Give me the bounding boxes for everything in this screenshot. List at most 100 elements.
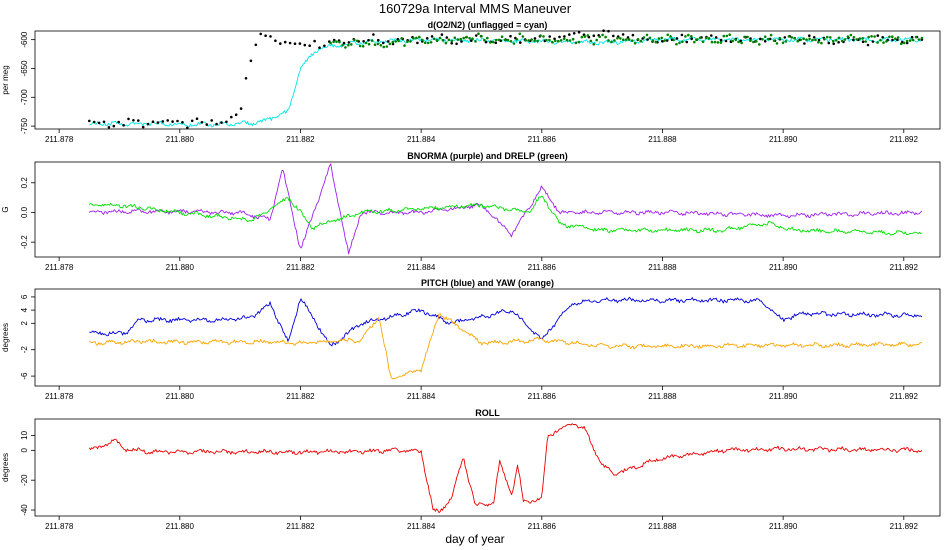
data-point (471, 37, 474, 40)
data-point (97, 121, 101, 125)
data-point (489, 41, 492, 44)
x-tick-label: 211.884 (407, 135, 436, 144)
data-point (421, 38, 424, 42)
data-point (626, 36, 630, 39)
data-point (435, 39, 439, 43)
data-point (225, 120, 228, 124)
y-tick-label: -2 (20, 346, 29, 354)
data-point (530, 38, 533, 41)
data-point (468, 36, 471, 40)
data-point (867, 35, 870, 39)
data-point (693, 40, 696, 44)
data-point (766, 37, 770, 41)
data-point (817, 38, 821, 42)
data-point (749, 37, 752, 40)
data-point (571, 37, 575, 41)
data-point (704, 36, 708, 40)
panel-frame (34, 161, 941, 258)
data-point (861, 37, 865, 40)
data-point (740, 41, 743, 45)
x-tick-label: 211.878 (45, 263, 74, 272)
data-point (820, 41, 823, 45)
data-point (627, 38, 631, 41)
data-point (450, 39, 454, 43)
data-point (636, 38, 640, 41)
data-point (695, 38, 699, 41)
data-point (512, 42, 516, 45)
data-point (397, 39, 400, 43)
data-point (701, 40, 705, 43)
data-point (562, 37, 566, 41)
data-point (861, 40, 865, 43)
x-tick-label: 211.890 (769, 392, 798, 401)
x-tick-label: 211.878 (45, 392, 74, 401)
data-point (323, 44, 326, 48)
data-point (823, 37, 826, 41)
data-point (465, 35, 468, 39)
data-point (381, 41, 385, 45)
data-point (896, 36, 900, 39)
x-tick-label: 211.890 (769, 263, 798, 272)
panel-bnorma: BNORMA (purple) and DRELP (green) G 211.87… (1, 151, 941, 272)
data-point (117, 120, 120, 124)
y-tick-label: -20 (20, 474, 29, 486)
panel-frame (34, 30, 941, 130)
data-point (834, 39, 838, 42)
data-point (536, 39, 539, 43)
data-point (353, 38, 356, 42)
data-point (533, 39, 536, 43)
data-point (480, 34, 483, 38)
x-tick-label: 211.892 (890, 522, 919, 531)
data-point (572, 32, 576, 35)
series-line-roll-0 (88, 423, 923, 514)
data-point (871, 40, 875, 43)
data-point (88, 119, 91, 123)
data-point (814, 38, 817, 42)
data-point (920, 36, 924, 40)
data-point (604, 35, 607, 39)
data-point (372, 33, 375, 36)
data-point (852, 38, 855, 42)
data-point (837, 41, 840, 44)
data-point (379, 44, 383, 47)
data-point (423, 41, 427, 45)
data-point (645, 33, 649, 37)
y-tick-label: -650 (20, 60, 29, 77)
data-point (684, 35, 687, 38)
data-point (840, 39, 844, 43)
data-point (621, 33, 625, 36)
data-point (592, 34, 596, 37)
data-point (602, 29, 605, 32)
data-point (220, 121, 223, 124)
data-point (462, 36, 466, 40)
panel-title: ROLL (475, 408, 500, 418)
y-tick-label: -600 (20, 31, 29, 48)
data-point (347, 41, 351, 44)
data-point (864, 40, 867, 43)
data-point (633, 41, 637, 45)
data-point (917, 38, 921, 41)
data-point (418, 35, 421, 39)
data-point (195, 117, 199, 120)
data-point (367, 42, 371, 46)
y-tick-label: -40 (20, 504, 29, 516)
figure-title: 160729a Interval MMS Maneuver (379, 1, 572, 16)
data-point (896, 38, 899, 42)
x-tick-label: 211.882 (286, 135, 315, 144)
data-point (200, 121, 204, 124)
data-point (342, 41, 346, 45)
x-tick-label: 211.884 (407, 392, 436, 401)
data-point (127, 117, 130, 121)
data-point (484, 40, 488, 44)
data-point (812, 36, 816, 39)
data-point (665, 39, 669, 42)
data-point (891, 38, 894, 42)
panel-title: BNORMA (purple) and DRELP (green) (407, 151, 568, 161)
data-point (881, 36, 884, 39)
series-line-o2n2-0 (89, 36, 923, 128)
data-point (827, 41, 831, 45)
series-line-bnorma-0 (88, 163, 923, 255)
x-tick-label: 211.892 (890, 263, 919, 272)
data-point (619, 37, 622, 40)
data-point (787, 35, 791, 38)
